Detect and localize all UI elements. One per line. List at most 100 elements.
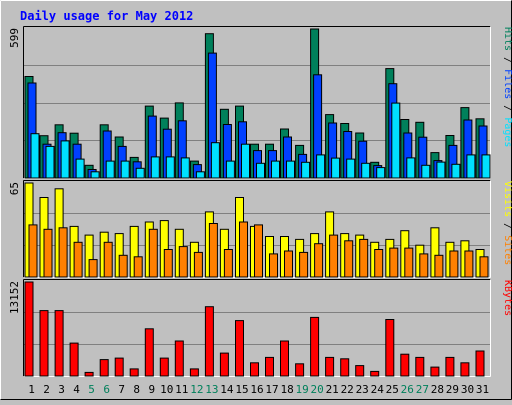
bar-sites-day-22 [344, 240, 354, 278]
day-label-2: 2 [43, 383, 50, 396]
bar-pages-day-27 [421, 164, 431, 179]
chart-panels: 599 Hits / Files / Pages 65 Visits / Sites 1… [8, 26, 512, 377]
bar-kbytes-day-31 [475, 350, 485, 377]
bar-pages-day-15 [241, 143, 250, 179]
bar-kbytes-day-6 [99, 359, 109, 377]
bar-kbytes-day-17 [265, 356, 274, 377]
panel-visits-sites: 65 Visits / Sites [8, 180, 512, 278]
bar-kbytes-day-18 [280, 340, 289, 377]
day-label-21: 21 [326, 383, 339, 396]
bar-kbytes-day-28 [430, 366, 440, 377]
day-label-9: 9 [148, 383, 155, 396]
bar-kbytes-day-25 [385, 319, 395, 377]
legend-separator: / [502, 99, 512, 117]
bar-sites-day-30 [464, 250, 474, 278]
day-label-7: 7 [118, 383, 125, 396]
bar-kbytes-day-21 [325, 356, 335, 377]
legend-item-visits: Visits [502, 181, 512, 217]
bar-sites-day-26 [404, 247, 414, 278]
bar-pages-day-16 [256, 162, 265, 179]
chart-title: Daily usage for May 2012 [20, 9, 193, 23]
bar-sites-day-15 [239, 221, 248, 278]
bar-sites-day-21 [329, 234, 339, 278]
legend-item-pages: Pages [502, 117, 512, 147]
bar-pages-day-3 [60, 140, 70, 179]
bar-kbytes-day-19 [295, 363, 305, 377]
bar-kbytes-day-1 [24, 281, 34, 377]
bar-kbytes-day-12 [189, 368, 199, 377]
day-label-3: 3 [58, 383, 65, 396]
bar-pages-day-25 [391, 102, 401, 179]
bar-pages-day-23 [361, 162, 371, 179]
bar-pages-day-30 [466, 154, 476, 179]
bar-sites-day-10 [163, 249, 173, 278]
bar-sites-day-8 [133, 256, 143, 278]
bar-pages-day-17 [271, 160, 280, 179]
bar-pages-day-10 [165, 156, 175, 179]
bar-sites-day-29 [449, 250, 459, 278]
bar-sites-day-6 [103, 241, 113, 278]
bar-pages-day-20 [316, 154, 326, 179]
day-label-13: 13 [205, 383, 218, 396]
day-label-19: 19 [295, 383, 308, 396]
bar-sites-day-17 [269, 253, 278, 278]
day-label-24: 24 [371, 383, 385, 396]
day-label-8: 8 [133, 383, 140, 396]
legend: KBytes [502, 280, 512, 316]
day-label-22: 22 [341, 383, 354, 396]
legend-separator: / [502, 51, 512, 69]
bar-kbytes-day-20 [310, 316, 320, 377]
day-label-26: 26 [401, 383, 414, 396]
bar-pages-day-9 [150, 156, 160, 179]
y-max-label: 13152 [8, 281, 21, 314]
bar-kbytes-day-26 [400, 353, 410, 377]
bar-kbytes-day-2 [39, 310, 49, 377]
day-label-16: 16 [250, 383, 263, 396]
bar-kbytes-day-10 [159, 357, 169, 377]
bar-sites-day-23 [359, 238, 369, 278]
bar-sites-day-5 [88, 259, 98, 278]
day-label-29: 29 [446, 383, 459, 396]
bar-pages-day-11 [180, 157, 190, 179]
bar-sites-day-24 [374, 249, 384, 278]
day-label-20: 20 [310, 383, 323, 396]
bar-kbytes-day-4 [69, 342, 79, 377]
bar-sites-day-9 [148, 228, 158, 278]
bar-pages-day-2 [45, 145, 55, 179]
bar-kbytes-day-27 [415, 356, 425, 377]
bar-pages-day-5 [90, 171, 100, 179]
bar-kbytes-day-5 [84, 371, 94, 377]
bar-pages-day-28 [436, 161, 446, 179]
bar-pages-day-26 [406, 157, 416, 179]
day-labels: 1 2 3 4 5 6 7 8 9 10 11 12 13 14 15 16 17 18 19 20 21 22 23 24 2… [28, 383, 489, 396]
bar-sites-day-28 [434, 254, 444, 278]
bar-sites-day-7 [118, 254, 128, 278]
bar-pages-day-7 [120, 160, 130, 179]
bar-sites-day-11 [178, 246, 188, 278]
bar-kbytes-day-23 [355, 365, 365, 377]
bar-sites-day-19 [299, 251, 309, 278]
bar-pages-day-12 [195, 171, 205, 179]
bar-sites-day-25 [389, 247, 399, 278]
bar-kbytes-day-3 [54, 310, 64, 377]
panel-hits-files-pages: 599 Hits / Files / Pages [8, 26, 512, 179]
y-max-label: 65 [8, 182, 21, 195]
bar-pages-day-1 [30, 133, 40, 179]
bar-pages-day-18 [286, 160, 295, 179]
legend: Visits / Sites [502, 181, 512, 265]
bar-kbytes-day-13 [204, 306, 214, 377]
bar-pages-day-22 [346, 158, 356, 179]
day-label-12: 12 [190, 383, 203, 396]
day-label-27: 27 [416, 383, 429, 396]
bar-sites-day-16 [254, 224, 263, 278]
panel-kbytes: 13152 KBytes [8, 279, 512, 377]
day-label-5: 5 [88, 383, 95, 396]
bar-kbytes-day-9 [144, 328, 154, 377]
day-label-10: 10 [160, 383, 173, 396]
bar-pages-day-21 [331, 157, 341, 179]
day-label-23: 23 [356, 383, 369, 396]
bar-pages-day-31 [481, 154, 491, 179]
day-label-17: 17 [265, 383, 278, 396]
day-label-18: 18 [280, 383, 293, 396]
